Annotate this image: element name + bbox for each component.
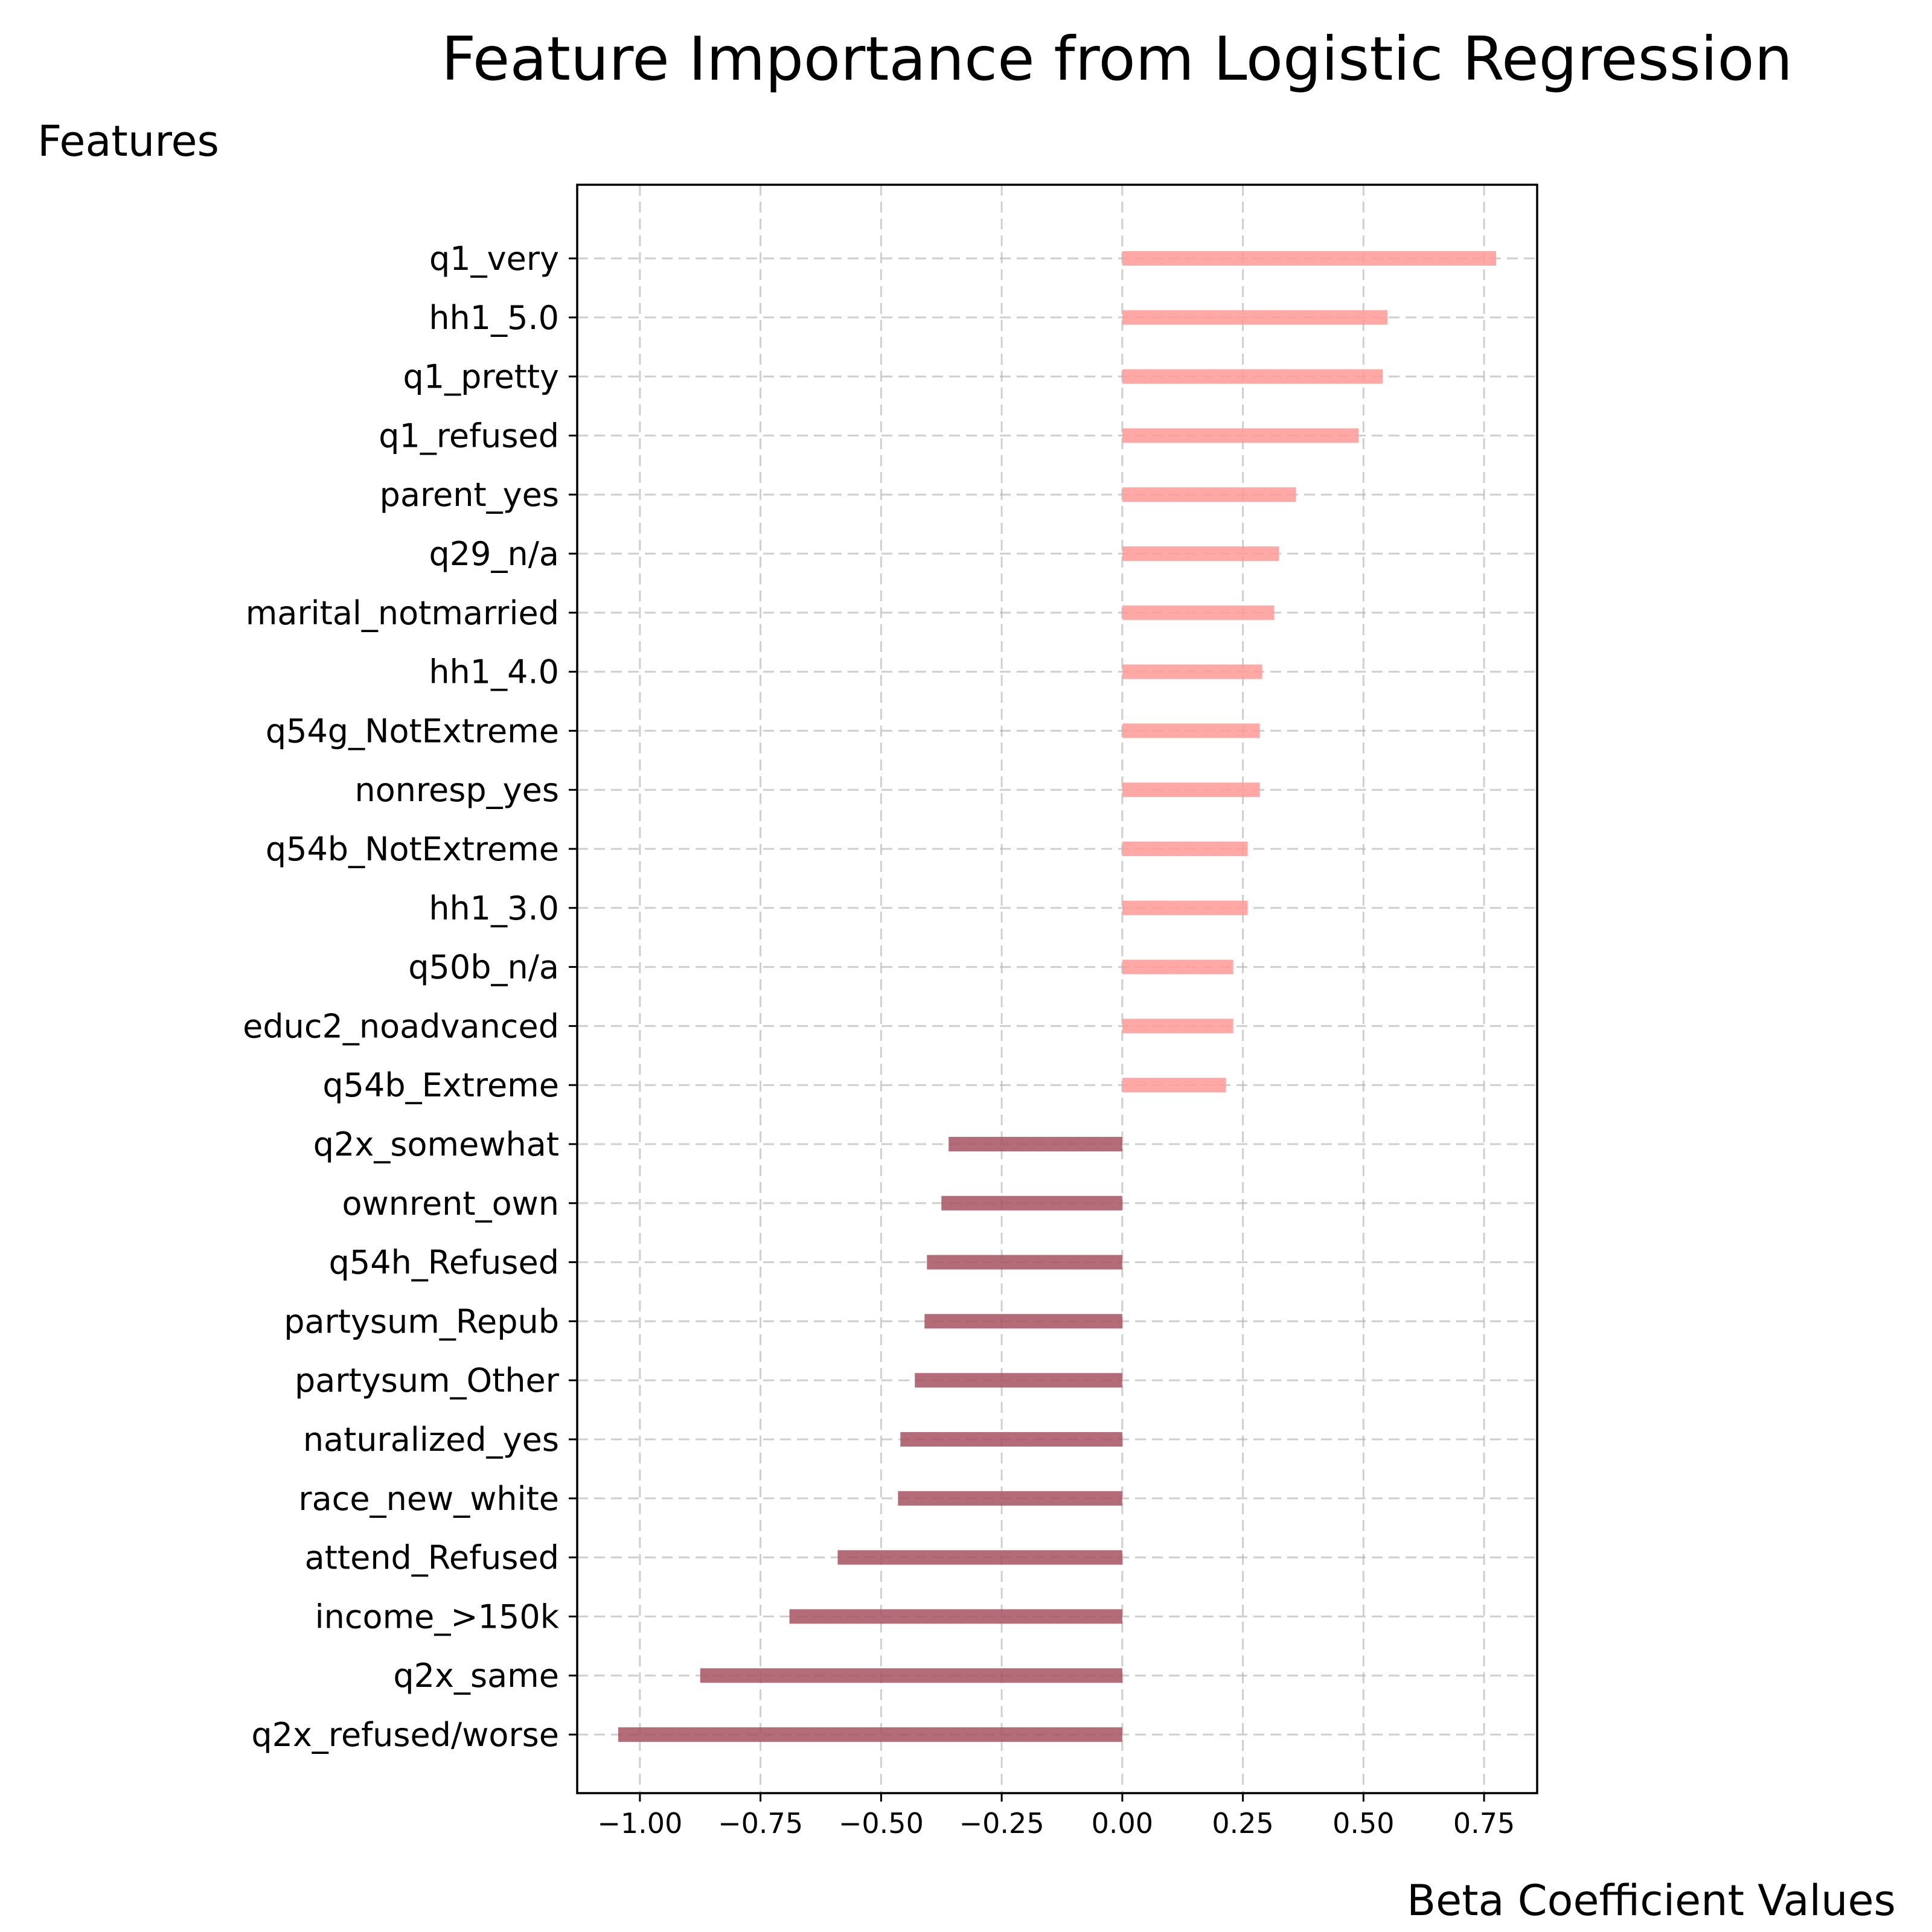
x-tick-label: −0.50	[839, 1807, 924, 1840]
y-tick-label: q54g_NotExtreme	[266, 712, 559, 750]
y-tick-label: q1_very	[429, 240, 559, 278]
bar-income-150k	[789, 1609, 1122, 1624]
y-tick-label: q54b_NotExtreme	[266, 830, 559, 868]
y-tick-label: naturalized_yes	[303, 1421, 559, 1459]
bar-educ2-noadvanced	[1122, 1019, 1233, 1034]
y-tick-label: q2x_somewhat	[313, 1125, 559, 1163]
y-tick-label: q2x_same	[393, 1657, 559, 1695]
bar-hh1-5-0	[1122, 310, 1388, 325]
bar-q50b-n-a	[1122, 959, 1233, 974]
y-tick-label: q54b_Extreme	[322, 1066, 559, 1104]
bar-q54h-refused	[927, 1255, 1122, 1270]
y-tick-label: hh1_4.0	[429, 653, 559, 691]
bar-hh1-3-0	[1122, 900, 1248, 915]
y-tick-label: race_new_white	[298, 1480, 559, 1518]
bar-q1-pretty	[1122, 369, 1383, 384]
bar-parent-yes	[1122, 487, 1296, 502]
x-tick-label: 0.50	[1332, 1807, 1394, 1840]
plot-area-frame	[576, 184, 1538, 1794]
y-tick-label: q29_n/a	[429, 535, 560, 573]
bar-hh1-4-0	[1122, 664, 1262, 679]
bar-partysum-other	[915, 1373, 1122, 1388]
y-tick-label: q50b_n/a	[408, 948, 559, 987]
y-tick-label: nonresp_yes	[355, 771, 559, 809]
x-tick-label: 0.00	[1092, 1807, 1153, 1840]
y-tick-label: q1_pretty	[403, 358, 559, 396]
bar-attend-refused	[837, 1550, 1122, 1565]
bar-q54b-notextreme	[1122, 842, 1248, 856]
y-tick-label: educ2_noadvanced	[243, 1007, 559, 1045]
y-tick-label: q2x_refused/worse	[251, 1716, 559, 1754]
axis-ticks: −1.00 −0.75 −0.50 −0.25 0.00 0.25 0.50 0.75 q1_v…	[243, 240, 1515, 1840]
bar-q2x-same	[700, 1668, 1122, 1683]
bar-marital-notmarried	[1122, 605, 1275, 620]
y-tick-label: marital_notmarried	[246, 594, 559, 632]
y-tick-label: parent_yes	[380, 476, 559, 514]
chart-title: Feature Importance from Logistic Regress…	[441, 24, 1793, 94]
y-tick-label: q54h_Refused	[329, 1244, 559, 1282]
x-tick-label: 0.75	[1453, 1807, 1515, 1840]
y-axis-label: Features	[37, 117, 219, 166]
x-tick-label: −1.00	[597, 1807, 682, 1840]
bar-q2x-refused-worse	[618, 1727, 1122, 1742]
y-tick-label: hh1_3.0	[429, 889, 559, 927]
y-tick-label: partysum_Other	[295, 1361, 560, 1399]
y-tick-label: partysum_Repub	[284, 1302, 559, 1340]
bar-naturalized-yes	[900, 1432, 1122, 1447]
bar-q29-n-a	[1122, 546, 1279, 561]
x-tick-label: 0.25	[1212, 1807, 1273, 1840]
y-tick-label: income_>150k	[315, 1598, 560, 1636]
bars	[618, 251, 1497, 1742]
bar-q2x-somewhat	[948, 1137, 1122, 1151]
bar-race-new-white	[898, 1491, 1122, 1506]
y-tick-label: ownrent_own	[342, 1185, 560, 1223]
bar-ownrent-own	[941, 1195, 1122, 1211]
bar-q1-refused	[1122, 428, 1359, 443]
bar-q54g-notextreme	[1122, 723, 1260, 738]
y-tick-label: attend_Refused	[305, 1539, 559, 1577]
x-axis-label: Beta Coefficient Values	[1407, 1876, 1896, 1925]
bar-q54b-extreme	[1122, 1078, 1226, 1093]
bar-partysum-repub	[924, 1314, 1122, 1329]
y-tick-label: hh1_5.0	[429, 299, 559, 337]
bar-nonresp-yes	[1122, 782, 1260, 798]
y-tick-label: q1_refused	[379, 417, 559, 455]
x-tick-label: −0.75	[718, 1807, 803, 1840]
bar-q1-very	[1122, 251, 1497, 266]
x-tick-label: −0.25	[959, 1807, 1044, 1840]
